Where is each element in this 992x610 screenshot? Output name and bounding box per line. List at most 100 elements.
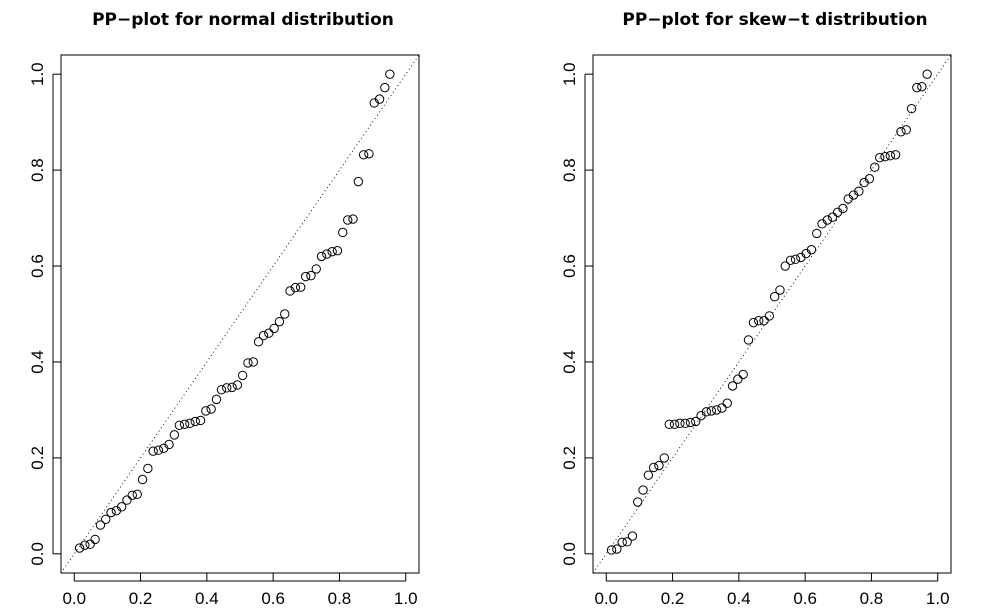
data-point [222,383,232,393]
data-point [890,150,901,160]
data-point [633,497,643,507]
data-point [95,520,106,530]
data-point [727,381,738,391]
y-tick-label: 1.0 [560,62,579,86]
data-point [116,502,127,512]
data-point [90,534,100,545]
data-point [638,485,648,495]
data-point [738,369,748,380]
data-point [132,489,142,500]
data-point [917,81,927,92]
data-point [122,495,132,505]
data-point [759,316,769,326]
data-point [743,335,754,345]
data-point [875,152,885,163]
data-point [827,212,838,222]
data-point [790,254,801,265]
data-point [806,245,817,255]
data-point [237,370,248,381]
data-point [190,416,200,427]
data-point [654,460,664,471]
data-point [269,323,279,334]
data-point [295,282,306,292]
data-point [612,544,622,554]
data-point [706,406,717,416]
data-point [748,317,759,328]
data-point [353,176,364,187]
data-point [838,203,848,214]
data-point [290,282,301,293]
data-point [711,405,722,415]
x-tick-label: 0.6 [261,589,285,608]
data-point [880,151,890,162]
data-point [864,174,875,184]
data-point [300,271,311,282]
data-point [722,398,732,408]
data-point [106,507,116,518]
x-tick-label: 0.2 [661,589,685,608]
data-point [253,337,264,347]
data-point [922,69,932,79]
data-point [358,150,369,160]
x-tick-label: 0.4 [727,589,751,608]
x-tick-label: 0.8 [860,589,884,608]
data-point [885,151,896,161]
data-point [201,406,211,416]
data-point [164,439,174,450]
data-point [854,186,864,196]
data-point [280,309,290,319]
data-point [85,539,95,549]
data-point [822,215,833,225]
data-point [227,382,237,393]
data-point [643,470,654,480]
y-tick-label: 0.0 [28,542,47,566]
data-point [232,380,243,390]
data-point [754,316,764,326]
y-tick-label: 1.0 [28,62,47,86]
data-point [127,490,137,500]
data-point [775,285,785,295]
data-point [148,446,158,456]
y-tick-label: 0.6 [560,254,579,278]
data-point [648,462,659,473]
data-point [216,385,227,395]
data-point [385,69,395,79]
data-point [780,261,790,271]
data-point [659,453,669,463]
data-point [701,407,712,417]
data-point [606,545,617,555]
y-tick-label: 0.4 [560,350,579,374]
x-tick-label: 0.2 [129,589,153,608]
data-point [691,416,701,427]
data-point [627,531,638,541]
data-point [274,316,285,327]
data-point [812,228,822,239]
data-point [174,420,185,430]
y-tick-label: 0.0 [560,542,579,566]
chart-title: PP−plot for normal distribution [92,10,394,30]
data-point [685,417,696,428]
plot-frame [60,54,420,574]
normal-pp-plot-panel: PP−plot for normal distribution 0.0 0.2 0.… [28,10,420,608]
data-point [137,474,148,485]
data-point [332,245,343,256]
x-tick-label: 0.0 [62,589,86,608]
data-point [769,292,780,302]
x-tick-label: 1.0 [926,589,950,608]
data-point [306,270,316,281]
data-point [153,445,164,455]
data-point [669,419,680,430]
data-point [675,418,685,429]
data-point [258,330,269,341]
data-point [622,537,632,547]
y-tick-label: 0.2 [28,446,47,470]
plot-frame [592,54,952,574]
skew-t-pp-plot-panel: PP−plot for skew−t distribution 0.0 0.2 0.… [560,10,952,608]
data-point [169,430,180,440]
data-point [733,374,743,384]
data-point [80,540,90,550]
data-point [896,127,906,137]
data-point [206,404,216,414]
data-point [912,82,922,93]
data-point [870,162,880,172]
